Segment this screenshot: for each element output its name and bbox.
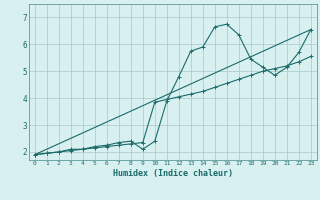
X-axis label: Humidex (Indice chaleur): Humidex (Indice chaleur) xyxy=(113,169,233,178)
